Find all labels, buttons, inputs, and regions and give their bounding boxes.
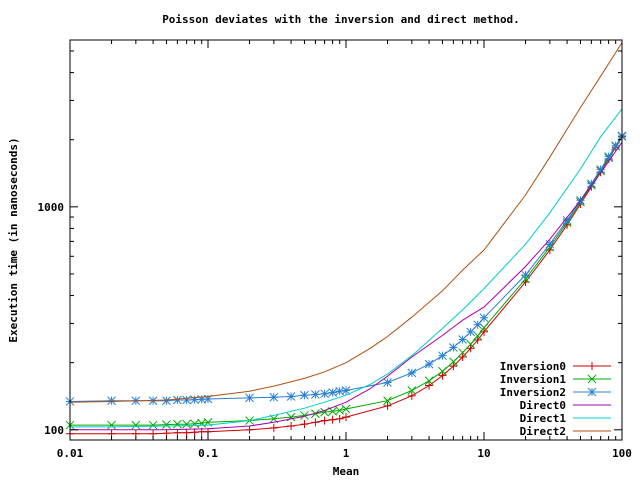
data-point [269, 423, 278, 432]
data-point [466, 339, 475, 349]
x-tick-label: 0.1 [198, 447, 218, 460]
data-point [611, 141, 621, 151]
data-point [473, 335, 482, 344]
y-tick-label: 1000 [38, 201, 65, 214]
data-point [328, 415, 337, 424]
data-point [587, 387, 597, 397]
x-tick-label: 100 [612, 447, 632, 460]
data-point [182, 419, 191, 429]
data-point [162, 396, 171, 406]
legend-label: Inversion0 [500, 360, 566, 373]
data-point [148, 420, 158, 430]
legend-label: Inversion2 [500, 386, 566, 399]
data-point [245, 393, 254, 403]
data-point [449, 357, 458, 367]
series-markers-inversion2 [65, 131, 627, 406]
data-point [300, 390, 309, 400]
legend-label: Direct2 [520, 425, 566, 438]
data-point [182, 428, 191, 437]
data-point [245, 425, 254, 434]
data-point [269, 392, 279, 402]
data-point [604, 152, 613, 161]
legend-entry: Direct2 [520, 425, 611, 438]
data-point [466, 344, 475, 353]
data-point [438, 351, 447, 361]
data-point [458, 353, 467, 362]
data-point [383, 378, 392, 387]
series-line-direct2 [69, 42, 623, 403]
series-line-direct0 [70, 141, 623, 431]
x-tick-label: 1 [343, 447, 350, 460]
data-point [588, 362, 596, 370]
data-point [341, 404, 351, 414]
data-point [424, 359, 434, 369]
data-point [335, 414, 344, 423]
data-point [107, 396, 116, 406]
legend: Inversion0Inversion1Inversion2Direct0Dir… [500, 360, 611, 438]
series-line-direct1 [70, 108, 623, 428]
legend-label: Inversion1 [500, 373, 567, 386]
x-tick-label: 10 [477, 447, 490, 460]
y-axis-label: Execution time (in nanoseconds) [7, 137, 20, 342]
data-point [320, 416, 329, 425]
data-point [311, 418, 320, 427]
x-tick-label: 0.01 [57, 447, 84, 460]
data-point [424, 376, 434, 386]
data-point [407, 391, 416, 400]
data-point [328, 388, 337, 397]
data-point [162, 420, 171, 429]
data-point [286, 392, 296, 401]
data-point [173, 428, 182, 437]
data-point [407, 368, 417, 378]
data-point [438, 366, 447, 376]
data-point [438, 371, 447, 380]
data-point [300, 411, 309, 420]
data-point [473, 331, 483, 341]
legend-label: Direct1 [520, 412, 567, 425]
data-point [383, 396, 392, 406]
data-point [449, 362, 458, 371]
data-point [342, 413, 350, 422]
data-point [320, 389, 329, 399]
data-point [545, 239, 555, 249]
data-point [131, 420, 141, 430]
data-point [458, 335, 467, 344]
data-point [425, 381, 434, 390]
y-tick-label: 100 [44, 424, 64, 437]
data-point [407, 386, 417, 395]
legend-entry: Direct0 [520, 399, 611, 412]
data-point [190, 419, 199, 429]
axis-ticks: 0.01 0.1 1 10 100 100 1000 [38, 40, 632, 460]
data-point [479, 313, 489, 323]
data-point [587, 374, 597, 384]
data-point [458, 348, 467, 357]
data-point [107, 420, 116, 430]
chart-title: Poisson deviates with the inversion and … [162, 13, 520, 26]
legend-entry: Inversion0 [500, 360, 611, 373]
data-point [311, 409, 320, 419]
legend-entry: Inversion1 [500, 373, 611, 386]
data-point [173, 395, 182, 405]
data-point [190, 395, 199, 405]
legend-label: Direct0 [520, 399, 566, 412]
data-point [287, 421, 296, 430]
data-point [182, 395, 191, 405]
data-point [162, 429, 171, 438]
data-point [341, 386, 351, 395]
data-point [466, 327, 475, 337]
data-point [300, 420, 309, 429]
data-point [311, 390, 320, 399]
legend-entry: Direct1 [520, 412, 611, 425]
x-axis-label: Mean [333, 465, 360, 478]
data-point [173, 419, 182, 429]
data-point [449, 343, 458, 352]
legend-entry: Inversion2 [500, 386, 611, 399]
data-point [383, 401, 392, 410]
data-point [521, 270, 530, 280]
